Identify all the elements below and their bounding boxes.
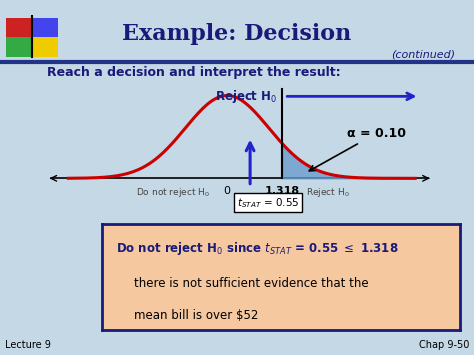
Text: Reject H$_0$: Reject H$_0$ — [306, 186, 350, 199]
Text: Reach a decision and interpret the result:: Reach a decision and interpret the resul… — [47, 66, 341, 79]
Text: 0: 0 — [224, 186, 231, 196]
Text: there is not sufficient evidence that the: there is not sufficient evidence that th… — [134, 277, 369, 290]
Text: mean bill is over $52: mean bill is over $52 — [134, 309, 258, 322]
Text: Lecture 9: Lecture 9 — [5, 340, 51, 350]
Text: 1.318: 1.318 — [264, 186, 300, 196]
Text: α = 0.10: α = 0.10 — [309, 127, 406, 171]
Text: (continued): (continued) — [391, 49, 455, 59]
Text: Do not reject H$_0$: Do not reject H$_0$ — [136, 186, 210, 199]
Text: Example: Decision: Example: Decision — [122, 23, 352, 45]
Text: $t_{STAT}$ = 0.55: $t_{STAT}$ = 0.55 — [237, 196, 300, 210]
Text: Reject H$_0$: Reject H$_0$ — [215, 88, 277, 105]
Text: Do not reject H$_0$ since $t_{STAT}$ = 0.55 $\leq$ 1.318: Do not reject H$_0$ since $t_{STAT}$ = 0… — [116, 240, 399, 257]
Text: Chap 9-50: Chap 9-50 — [419, 340, 469, 350]
